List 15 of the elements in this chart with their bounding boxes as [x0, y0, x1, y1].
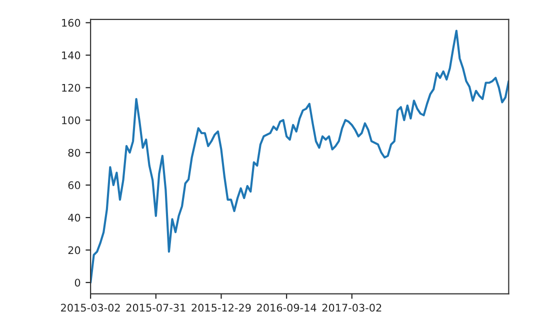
y-tick-label: 0	[74, 278, 80, 287]
y-tick-label: 120	[62, 84, 80, 92]
line-series	[90, 30, 509, 284]
x-tick-label: 2015-12-29	[192, 304, 251, 312]
y-tick-label: 60	[68, 181, 80, 190]
x-tick-label: 2016-09-14	[257, 304, 316, 312]
x-tick-label: 2015-03-02	[61, 304, 120, 312]
x-tick-label: 2017-03-02	[322, 304, 382, 312]
y-tick-label: 140	[62, 51, 80, 60]
y-tick-label: 160	[62, 18, 80, 27]
x-tick-label: 2015-07-31	[126, 304, 186, 312]
y-tick-label: 20	[68, 246, 80, 254]
y-tick-label: 40	[68, 214, 80, 222]
y-tick-label: 100	[62, 116, 80, 124]
y-tick-label: 80	[68, 148, 80, 157]
